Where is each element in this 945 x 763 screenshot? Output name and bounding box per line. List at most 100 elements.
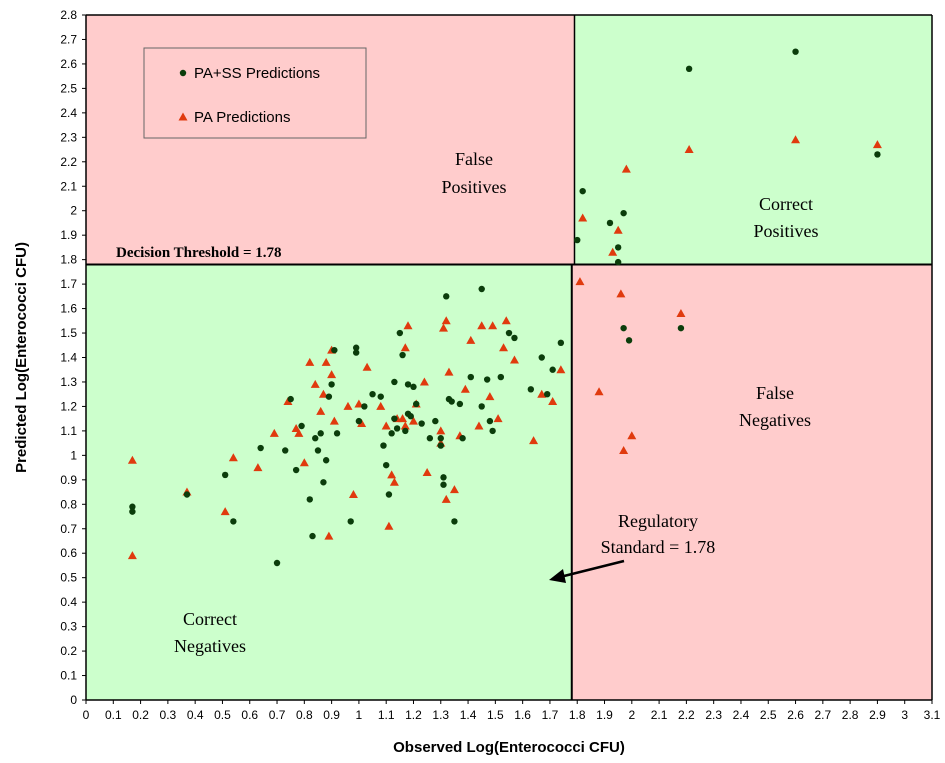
y-tick-label: 0.5 <box>60 571 77 585</box>
pass-point <box>410 383 417 391</box>
pass-point <box>129 503 136 510</box>
pass-point <box>292 466 300 474</box>
pass-point <box>478 285 485 293</box>
regulatory-standard-label-line2: Standard = 1.78 <box>601 537 716 557</box>
pa-point <box>466 335 476 344</box>
pa-point <box>384 521 394 530</box>
y-tick-label: 1.3 <box>60 375 77 389</box>
x-tick-label: 1.4 <box>460 708 477 722</box>
pass-point <box>402 427 409 435</box>
pass-point <box>451 518 458 525</box>
x-tick-label: 0 <box>83 708 90 722</box>
regulatory-standard-label-line1: Regulatory <box>618 511 698 531</box>
pass-point <box>426 435 434 442</box>
pass-point <box>418 420 425 427</box>
pa-point <box>485 392 495 401</box>
pa-point <box>343 401 353 410</box>
x-tick-label: 1.1 <box>378 708 395 722</box>
pass-point <box>322 457 330 464</box>
pa-point <box>501 316 511 325</box>
pass-point <box>413 400 420 408</box>
pass-point <box>287 395 294 403</box>
pa-point <box>627 431 637 440</box>
pass-point <box>440 474 447 481</box>
pass-point <box>317 430 324 437</box>
pass-point <box>620 209 627 217</box>
pass-point <box>685 65 693 73</box>
legend-marker-pass <box>179 69 187 77</box>
pass-point <box>393 425 401 432</box>
x-tick-label: 2.9 <box>869 708 886 722</box>
pass-point <box>557 339 565 347</box>
pass-point <box>404 381 412 388</box>
decision-threshold-label: Decision Threshold = 1.78 <box>116 245 282 261</box>
pass-point <box>129 508 136 515</box>
pass-point <box>792 48 799 55</box>
axis-ticks: 0 0.1 0.2 0.3 0.4 0.5 0.6 0.7 0.8 0.9 1 1.1 1.2 1.3 1.… <box>60 8 940 722</box>
pa-point <box>294 428 304 437</box>
pass-point <box>377 393 384 400</box>
pass-point <box>483 376 491 383</box>
pass-point <box>874 151 881 158</box>
pa-point <box>621 164 631 173</box>
pa-point <box>329 416 339 425</box>
y-tick-label: 1.5 <box>60 326 77 340</box>
x-tick-label: 1.7 <box>542 708 559 722</box>
x-tick-label: 0.1 <box>105 708 122 722</box>
y-tick-label: 2.3 <box>60 130 77 144</box>
pass-point <box>677 324 685 332</box>
pass-point <box>391 415 398 422</box>
pass-point <box>443 293 450 300</box>
y-tick-label: 1.2 <box>60 399 77 413</box>
pa-point <box>327 370 337 379</box>
pa-point <box>556 365 566 374</box>
pa-point <box>872 140 882 149</box>
y-tick-label: 1.7 <box>60 277 77 291</box>
legend-marker-pa <box>178 112 188 121</box>
y-tick-label: 2.8 <box>60 8 77 22</box>
pa-point <box>684 145 694 154</box>
pass-point <box>298 422 305 430</box>
pass-point <box>273 559 281 567</box>
pass-point <box>432 417 439 425</box>
false-negatives-region <box>571 264 932 700</box>
x-tick-label: 2.3 <box>705 708 722 722</box>
x-tick-label: 1.8 <box>569 708 586 722</box>
pass-point <box>325 393 333 400</box>
pass-point <box>347 518 354 525</box>
x-tick-label: 1.9 <box>596 708 613 722</box>
pass-point <box>352 344 360 351</box>
pass-point <box>620 324 627 332</box>
pa-point <box>449 485 459 494</box>
pass-point <box>380 442 387 449</box>
pass-point <box>574 236 581 244</box>
region-borders <box>85 14 933 701</box>
y-tick-label: 1.4 <box>60 351 77 365</box>
legend-label-pa: PA Predictions <box>194 109 290 126</box>
y-tick-label: 0.8 <box>60 497 77 511</box>
pa-point <box>127 455 137 464</box>
pass-point <box>355 417 363 425</box>
pass-point <box>396 329 404 337</box>
pass-point <box>257 444 264 452</box>
pass-point <box>328 381 335 388</box>
pa-point <box>419 377 429 386</box>
correct-negatives-region <box>86 264 572 700</box>
x-tick-label: 2.8 <box>842 708 859 722</box>
pass-point <box>505 329 513 337</box>
pa-point <box>321 357 331 366</box>
false-positives-label-line2: Positives <box>441 177 506 197</box>
correct-positives-region <box>574 15 932 265</box>
pa-point <box>619 445 629 454</box>
pass-point <box>399 351 406 359</box>
pass-point <box>538 354 545 361</box>
x-tick-label: 3.1 <box>924 708 941 722</box>
pa-point <box>400 421 410 430</box>
x-tick-label: 0.6 <box>241 708 258 722</box>
x-tick-label: 0.5 <box>214 708 231 722</box>
y-axis-label: Predicted Log(Enterococci CFU) <box>13 242 30 473</box>
pa-point <box>316 406 326 415</box>
pa-point <box>613 225 623 234</box>
pass-point <box>437 435 444 442</box>
